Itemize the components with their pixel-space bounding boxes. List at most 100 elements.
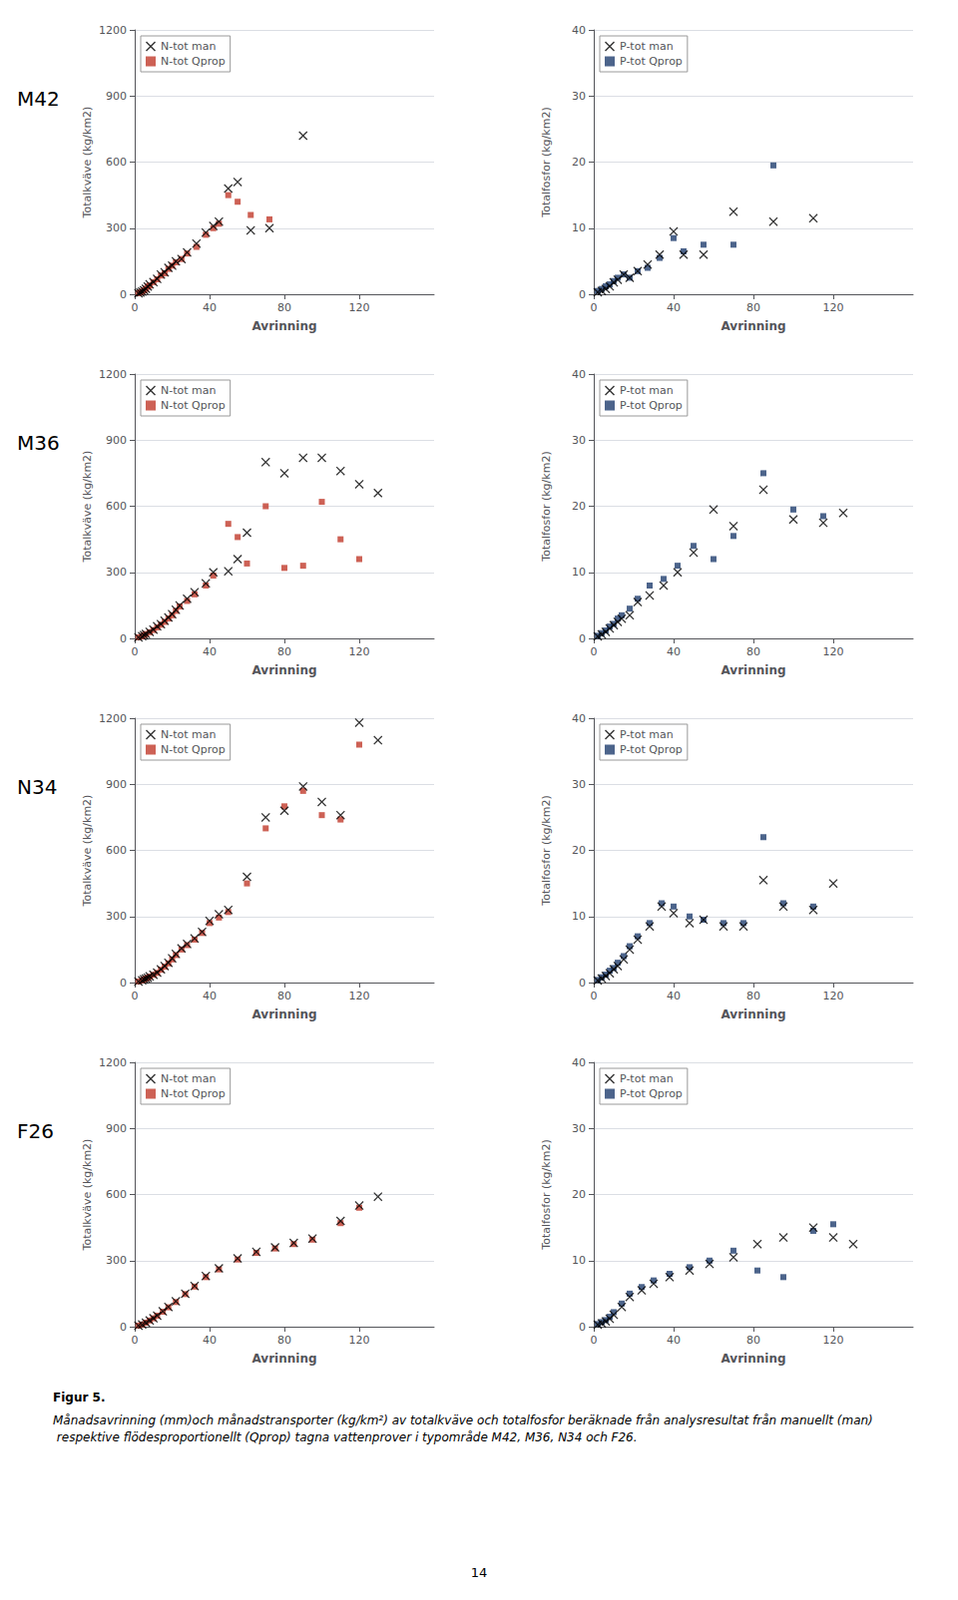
svg-text:30: 30: [571, 434, 586, 448]
svg-text:10: 10: [571, 565, 586, 579]
svg-text:0: 0: [590, 989, 598, 1003]
svg-text:1200: 1200: [98, 23, 127, 37]
svg-text:M36: M36: [16, 431, 60, 456]
svg-text:1200: 1200: [98, 1056, 127, 1070]
svg-text:P-tot Qprop: P-tot Qprop: [619, 54, 683, 68]
svg-text:80: 80: [277, 989, 292, 1003]
svg-text:F26: F26: [16, 1119, 54, 1144]
svg-text:40: 40: [666, 645, 681, 659]
svg-text:40: 40: [571, 712, 586, 726]
svg-text:0: 0: [119, 1321, 127, 1335]
svg-text:P-tot Qprop: P-tot Qprop: [619, 399, 683, 413]
svg-text:Avrinning: Avrinning: [251, 1352, 317, 1367]
svg-text:80: 80: [746, 301, 761, 315]
svg-text:900: 900: [105, 434, 127, 448]
svg-text:10: 10: [571, 1254, 586, 1268]
svg-text:0: 0: [131, 645, 139, 659]
svg-text:Månadsavrinning (mm)och månads: Månadsavrinning (mm)och månadstransporte…: [52, 1414, 874, 1429]
svg-text:40: 40: [571, 23, 586, 37]
svg-text:120: 120: [823, 989, 845, 1003]
svg-text:N-tot Qprop: N-tot Qprop: [160, 1087, 226, 1101]
svg-text:20: 20: [571, 155, 586, 169]
svg-text:900: 900: [105, 1122, 127, 1136]
svg-text:P-tot man: P-tot man: [619, 728, 674, 742]
svg-text:40: 40: [666, 1334, 681, 1348]
svg-text:10: 10: [571, 221, 586, 235]
svg-text:40: 40: [571, 1056, 586, 1070]
svg-text:120: 120: [823, 645, 845, 659]
svg-text:Avrinning: Avrinning: [720, 663, 786, 678]
svg-text:Avrinning: Avrinning: [720, 319, 786, 334]
svg-text:1200: 1200: [98, 712, 127, 726]
svg-text:N34: N34: [16, 775, 57, 800]
svg-text:80: 80: [277, 301, 292, 315]
svg-text:600: 600: [105, 1188, 127, 1202]
svg-text:0: 0: [578, 288, 586, 302]
svg-text:40: 40: [202, 301, 217, 315]
svg-text:P-tot man: P-tot man: [619, 384, 674, 398]
svg-text:Totalkväve (kg/km2): Totalkväve (kg/km2): [80, 795, 94, 909]
svg-text:40: 40: [571, 368, 586, 382]
svg-text:Avrinning: Avrinning: [720, 1007, 786, 1022]
svg-text:600: 600: [105, 844, 127, 858]
svg-text:300: 300: [105, 221, 127, 235]
svg-text:30: 30: [571, 89, 586, 103]
svg-text:Totalfosfor (kg/km2): Totalfosfor (kg/km2): [539, 106, 553, 218]
svg-text:120: 120: [823, 301, 845, 315]
svg-text:40: 40: [666, 301, 681, 315]
svg-text:0: 0: [590, 301, 598, 315]
svg-text:0: 0: [131, 301, 139, 315]
svg-text:respektive flödesproportionell: respektive flödesproportionellt (Qprop) …: [52, 1431, 638, 1445]
svg-text:80: 80: [746, 1334, 761, 1348]
svg-text:14: 14: [471, 1565, 488, 1581]
svg-text:Avrinning: Avrinning: [251, 1007, 317, 1022]
svg-text:0: 0: [578, 976, 586, 990]
svg-text:P-tot man: P-tot man: [619, 1072, 674, 1086]
svg-text:80: 80: [746, 989, 761, 1003]
svg-text:N-tot Qprop: N-tot Qprop: [160, 743, 226, 757]
svg-text:Avrinning: Avrinning: [720, 1352, 786, 1367]
svg-text:30: 30: [571, 778, 586, 792]
svg-text:80: 80: [746, 645, 761, 659]
svg-text:900: 900: [105, 89, 127, 103]
svg-text:N-tot man: N-tot man: [160, 728, 217, 742]
svg-text:Totalfosfor (kg/km2): Totalfosfor (kg/km2): [539, 795, 553, 907]
svg-text:N-tot Qprop: N-tot Qprop: [160, 54, 226, 68]
svg-text:120: 120: [349, 989, 371, 1003]
svg-text:900: 900: [105, 778, 127, 792]
svg-text:0: 0: [590, 645, 598, 659]
svg-text:1200: 1200: [98, 368, 127, 382]
svg-text:40: 40: [202, 1334, 217, 1348]
svg-text:N-tot man: N-tot man: [160, 384, 217, 398]
svg-text:Totalfosfor (kg/km2): Totalfosfor (kg/km2): [539, 1139, 553, 1251]
svg-text:0: 0: [590, 1334, 598, 1348]
svg-text:20: 20: [571, 1188, 586, 1202]
svg-text:Avrinning: Avrinning: [251, 319, 317, 334]
svg-text:30: 30: [571, 1122, 586, 1136]
svg-text:0: 0: [578, 1321, 586, 1335]
svg-text:120: 120: [349, 301, 371, 315]
svg-text:300: 300: [105, 1254, 127, 1268]
svg-text:Totalfosfor (kg/km2): Totalfosfor (kg/km2): [539, 451, 553, 562]
svg-text:P-tot Qprop: P-tot Qprop: [619, 1087, 683, 1101]
svg-text:0: 0: [131, 1334, 139, 1348]
svg-text:20: 20: [571, 499, 586, 513]
svg-text:P-tot Qprop: P-tot Qprop: [619, 743, 683, 757]
svg-text:M42: M42: [16, 86, 60, 111]
svg-text:300: 300: [105, 565, 127, 579]
svg-text:0: 0: [119, 976, 127, 990]
svg-text:10: 10: [571, 910, 586, 924]
svg-text:80: 80: [277, 645, 292, 659]
svg-text:0: 0: [578, 632, 586, 646]
svg-text:Totalkväve (kg/km2): Totalkväve (kg/km2): [80, 451, 94, 564]
svg-text:N-tot man: N-tot man: [160, 39, 217, 53]
svg-text:Totalkväve (kg/km2): Totalkväve (kg/km2): [80, 106, 94, 220]
svg-text:20: 20: [571, 844, 586, 858]
svg-text:600: 600: [105, 499, 127, 513]
svg-text:0: 0: [119, 632, 127, 646]
svg-text:0: 0: [119, 288, 127, 302]
svg-text:40: 40: [202, 645, 217, 659]
svg-text:120: 120: [349, 1334, 371, 1348]
svg-text:40: 40: [666, 989, 681, 1003]
svg-text:Avrinning: Avrinning: [251, 663, 317, 678]
